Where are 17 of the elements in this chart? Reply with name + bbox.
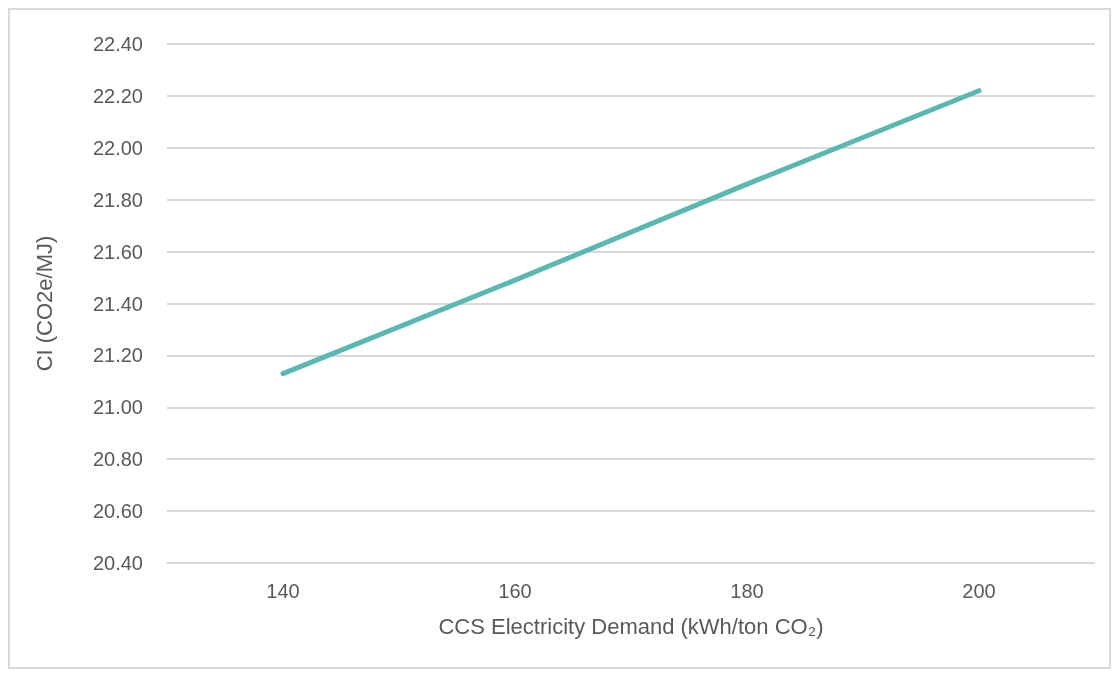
y-tick-label: 21.20 xyxy=(92,344,143,367)
x-axis-title: CCS Electricity Demand (kWh/ton CO₂) xyxy=(438,613,824,639)
y-tick-label: 21.00 xyxy=(92,396,143,419)
x-tick-label: 140 xyxy=(266,580,300,602)
y-tick-label: 21.40 xyxy=(92,292,143,315)
x-tick-label: 160 xyxy=(498,580,532,602)
y-tick-label: 20.80 xyxy=(92,448,143,471)
x-tick-label: 180 xyxy=(730,580,764,602)
y-tick-label: 20.60 xyxy=(92,500,143,523)
y-tick-label: 21.60 xyxy=(92,240,143,263)
y-tick-label: 21.80 xyxy=(92,188,143,211)
y-axis-title: CI (CO2e/MJ) xyxy=(31,235,57,372)
y-tick-label: 22.40 xyxy=(92,33,143,55)
y-tick-label: 20.40 xyxy=(92,552,143,574)
y-tick-label: 22.00 xyxy=(92,136,143,159)
y-tick-label: 22.20 xyxy=(92,84,143,107)
x-tick-label: 200 xyxy=(962,580,996,602)
